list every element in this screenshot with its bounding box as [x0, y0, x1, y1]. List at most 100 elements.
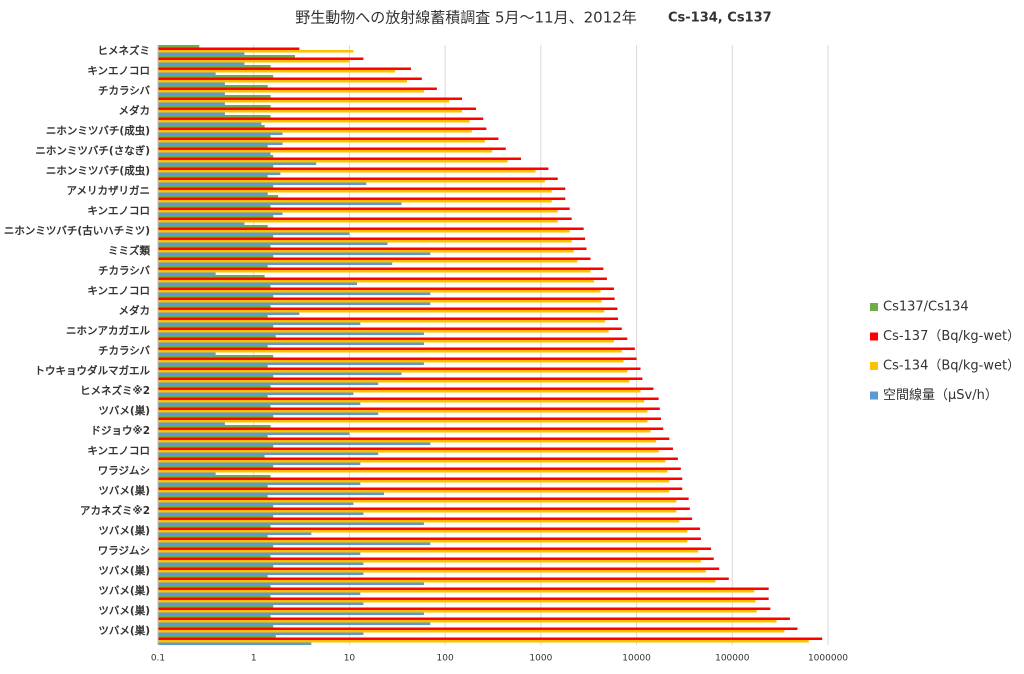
- bar: [158, 587, 769, 590]
- bar: [158, 245, 271, 248]
- bar: [158, 62, 245, 65]
- bar: [158, 397, 659, 400]
- y-tick-label: ツバメ(巣): [98, 564, 150, 577]
- bar: [158, 480, 670, 483]
- y-tick-label: キンエノコロ: [87, 65, 150, 77]
- bar: [158, 110, 462, 113]
- y-tick-label: ツバメ(巣): [98, 584, 150, 597]
- bar: [158, 467, 681, 470]
- bar: [158, 317, 619, 320]
- bar: [158, 60, 350, 63]
- x-tick-label: 100000: [715, 654, 750, 664]
- bar: [158, 447, 673, 450]
- x-tick-label: 0.1: [151, 654, 165, 664]
- bar: [158, 272, 216, 275]
- bar: [158, 367, 641, 370]
- bar: [158, 620, 777, 623]
- bar: [158, 182, 367, 185]
- bar: [158, 140, 485, 143]
- x-tick-label: 1: [251, 654, 257, 664]
- bar: [158, 472, 216, 475]
- bar: [158, 77, 422, 80]
- bar: [158, 410, 648, 413]
- bar: [158, 112, 225, 115]
- bar: [158, 165, 274, 168]
- y-tick-label: ニホンミツバチ(成虫): [46, 124, 150, 137]
- bar: [158, 635, 276, 638]
- bar: [158, 435, 268, 438]
- bar: [158, 427, 664, 430]
- bar: [158, 530, 688, 533]
- bar: [158, 162, 317, 165]
- bar: [158, 595, 271, 598]
- bar: [158, 487, 683, 490]
- bar: [158, 632, 364, 635]
- bar: [158, 295, 274, 298]
- bar: [158, 200, 552, 203]
- bar: [158, 202, 402, 205]
- bar: [158, 457, 678, 460]
- bar: [158, 220, 558, 223]
- bar: [158, 47, 300, 50]
- bar: [158, 402, 361, 405]
- bar: [158, 535, 268, 538]
- bar: [158, 235, 274, 238]
- bar: [158, 130, 472, 133]
- bar: [158, 552, 361, 555]
- bar: [158, 312, 300, 315]
- bar: [158, 325, 274, 328]
- bar: [158, 517, 693, 520]
- bar: [158, 407, 660, 410]
- bar: [158, 97, 462, 100]
- bar: [158, 127, 487, 130]
- bar: [158, 285, 271, 288]
- y-tick-label: ニホンミツバチ(さなぎ): [35, 144, 150, 157]
- bar: [158, 607, 771, 610]
- bar: [158, 567, 720, 570]
- bar: [158, 335, 276, 338]
- legend-label: 空間線量（μSv/h）: [883, 387, 998, 403]
- bar: [158, 322, 361, 325]
- legend-swatch: [870, 362, 878, 370]
- bar: [158, 630, 785, 633]
- y-tick-label: トウキョウダルマガエル: [35, 364, 151, 377]
- y-tick-label: メダカ: [119, 104, 151, 117]
- bar: [158, 455, 265, 458]
- bar: [158, 565, 274, 568]
- bar: [158, 160, 508, 163]
- bar: [158, 297, 615, 300]
- bar: [158, 560, 701, 563]
- bar: [158, 222, 245, 225]
- bar: [158, 387, 654, 390]
- bar: [158, 425, 271, 428]
- bar: [158, 320, 606, 323]
- bar: [158, 192, 268, 195]
- legend-swatch: [870, 303, 878, 311]
- bar: [158, 642, 312, 645]
- bar: [158, 92, 225, 95]
- bar: [158, 107, 476, 110]
- x-tick-label: 10: [344, 654, 356, 664]
- bar: [158, 395, 268, 398]
- bar: [158, 360, 624, 363]
- bar: [158, 145, 268, 148]
- bar: [158, 540, 688, 543]
- bar: [158, 385, 271, 388]
- bar: [158, 152, 271, 155]
- bar: [158, 227, 584, 230]
- bar: [158, 217, 572, 220]
- y-tick-label: ツバメ(巣): [98, 624, 150, 637]
- bar: [158, 605, 274, 608]
- bar: [158, 187, 566, 190]
- bar: [158, 525, 271, 528]
- bar: [158, 505, 274, 508]
- bar: [158, 70, 396, 73]
- legend-label: Cs-137（Bq/kg-wet）: [883, 329, 1020, 344]
- y-tick-label: ドジョウ※2: [90, 425, 150, 437]
- bar: [158, 257, 591, 260]
- bar: [158, 90, 424, 93]
- bar: [158, 365, 268, 368]
- bar: [158, 370, 628, 373]
- bar: [158, 422, 225, 425]
- bar: [158, 615, 271, 618]
